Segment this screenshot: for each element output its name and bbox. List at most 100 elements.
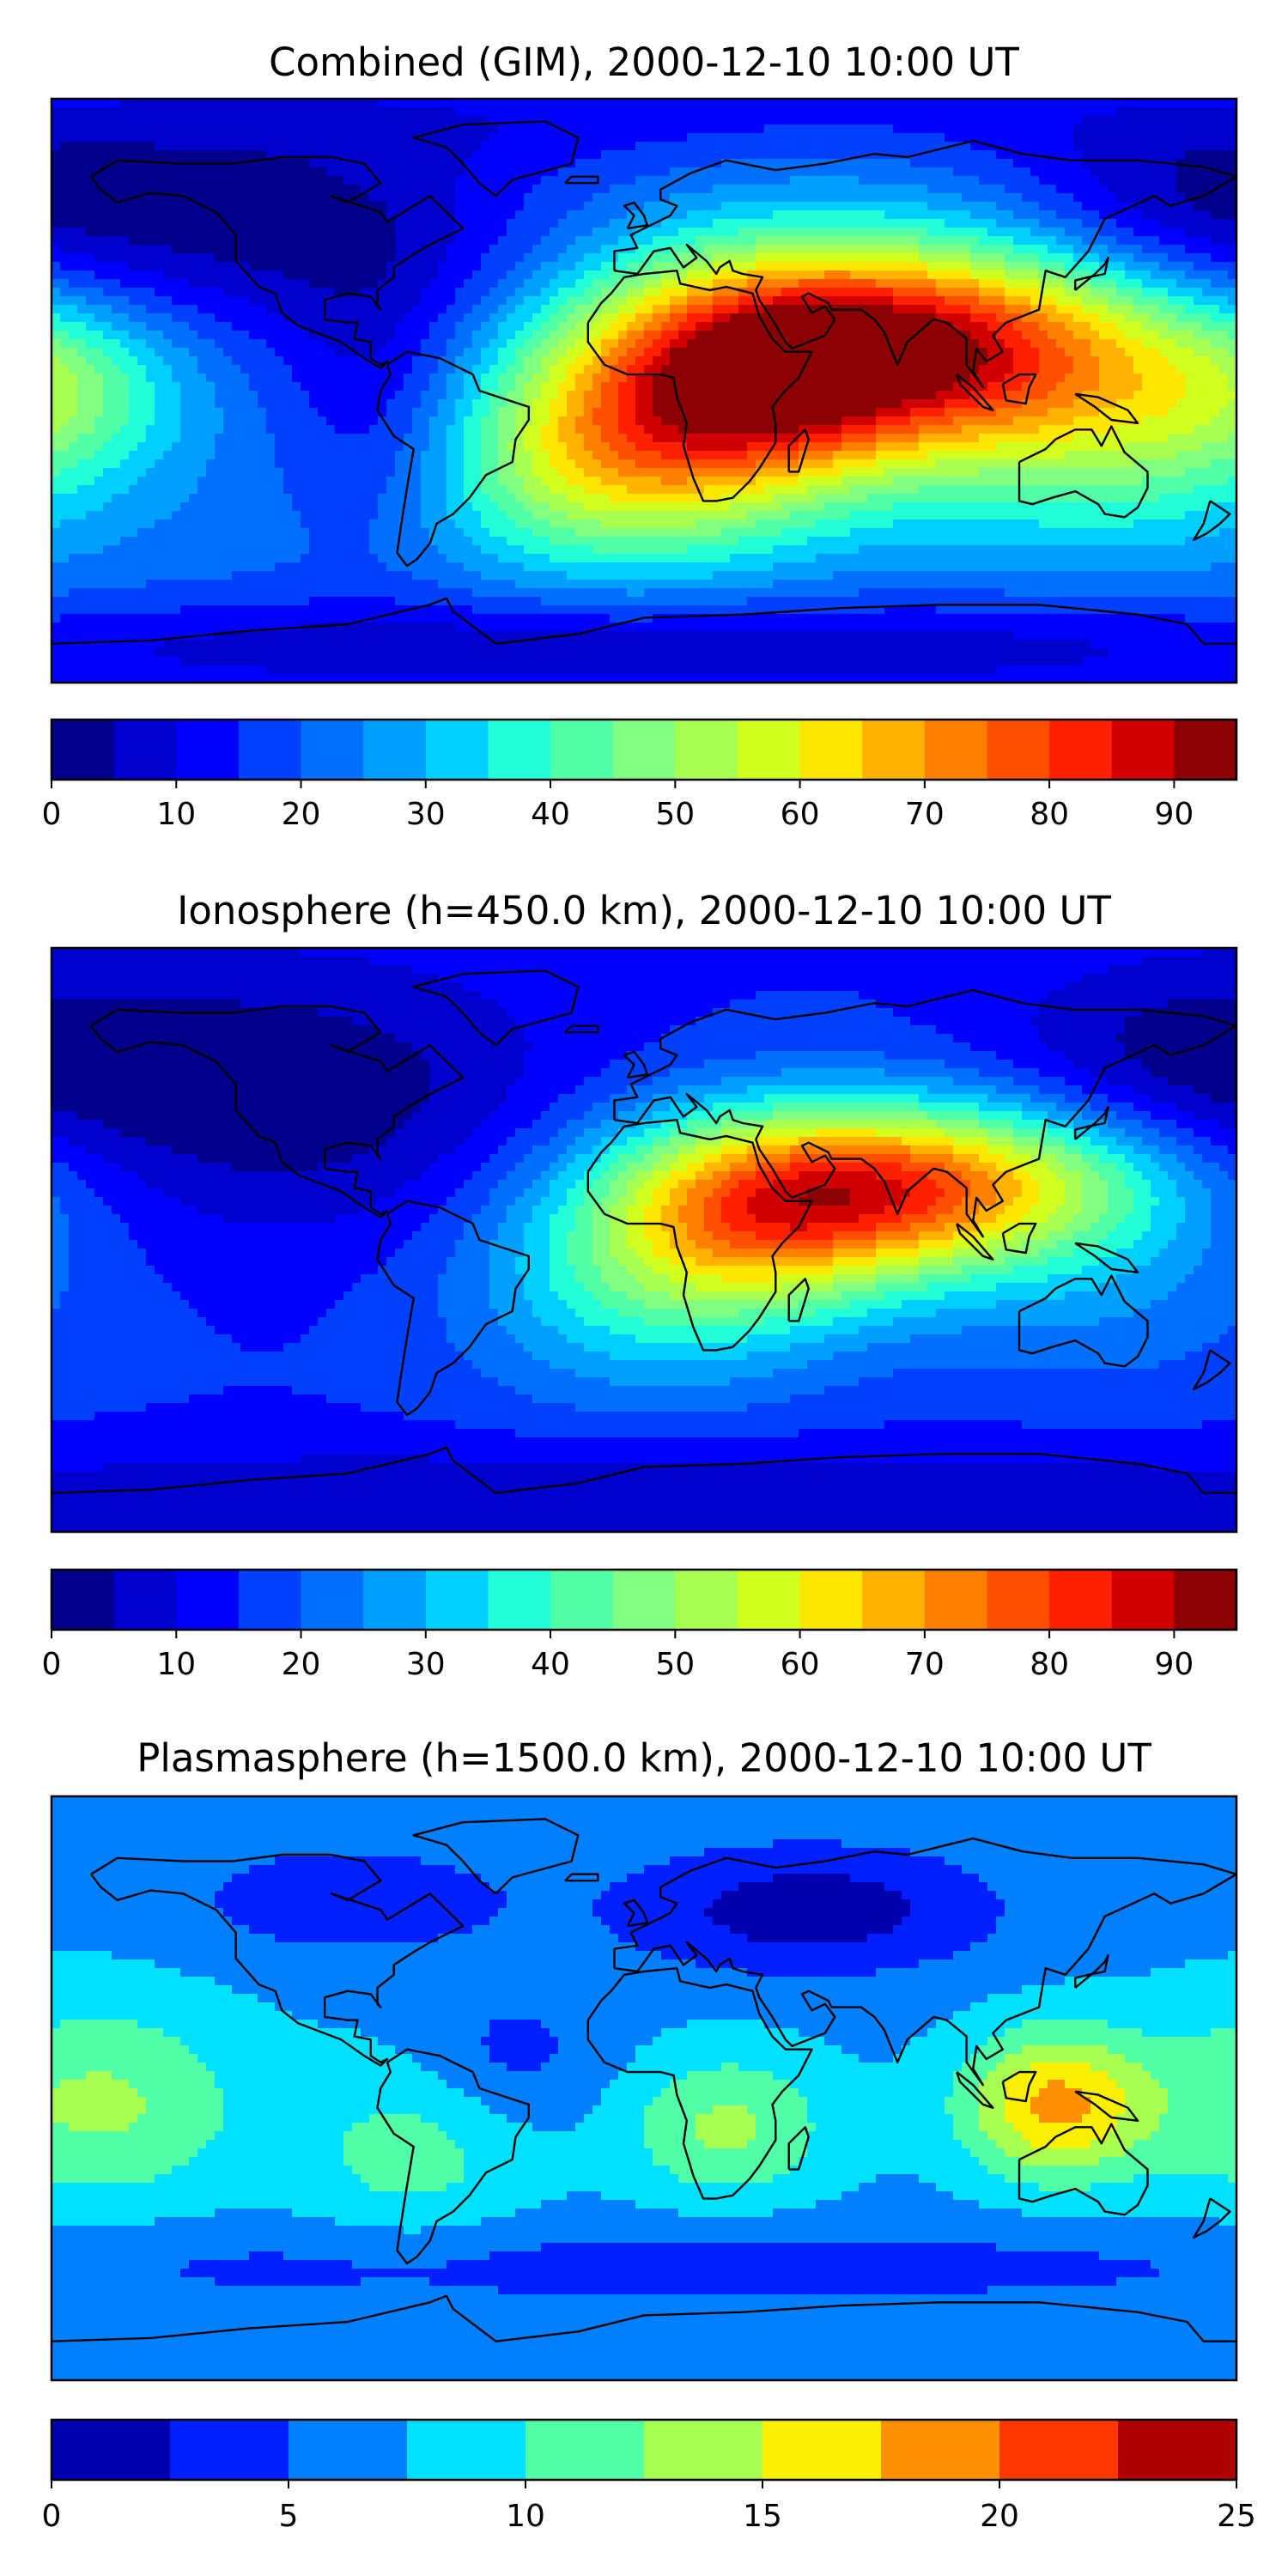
contour-cell [644, 2123, 696, 2132]
contour-cell [850, 1197, 902, 1206]
contour-cell [893, 1317, 1100, 1327]
contour-cell [52, 1472, 1237, 1481]
contour-cell [52, 1317, 207, 1327]
contour-cell [721, 1180, 739, 1189]
contour-cell [515, 2208, 679, 2218]
contour-cell [550, 1223, 576, 1232]
contour-cell [1048, 1163, 1066, 1172]
contour-cell [704, 1848, 911, 1857]
contour-cell [747, 2105, 808, 2115]
contour-cell [60, 288, 104, 297]
contour-cell [670, 305, 688, 314]
contour-cell [1039, 1137, 1066, 1146]
contour-cell [635, 374, 653, 383]
contour-cell [438, 545, 482, 555]
contour-cell [721, 1120, 765, 1129]
contour-cell [60, 1300, 190, 1309]
contour-cell [979, 434, 1074, 443]
contour-cell [584, 1317, 645, 1327]
contour-cell [953, 2080, 980, 2089]
contour-cell [721, 2063, 739, 2072]
contour-cell [464, 494, 490, 503]
contour-cell [661, 1951, 954, 1960]
contour-cell [1211, 1197, 1237, 1206]
coastline [956, 1223, 994, 1261]
contour-cell [69, 588, 473, 598]
contour-cell [275, 434, 404, 443]
contour-cell [52, 331, 70, 340]
contour-cell [1030, 1017, 1126, 1026]
contour-cell [1116, 279, 1143, 289]
contour-cell [807, 1360, 1160, 1370]
contour-cell [644, 1257, 671, 1267]
contour-cell [60, 1197, 104, 1206]
contour-cell [953, 2123, 980, 2132]
contour-cell [1142, 382, 1186, 392]
contour-cell [807, 2114, 954, 2123]
contour-cell [69, 365, 95, 374]
contour-cell [464, 348, 482, 357]
contour-cell [1211, 1188, 1237, 1198]
contour-cell [1091, 348, 1126, 357]
contour-cell [773, 2071, 954, 2081]
contour-cell [180, 1968, 748, 1978]
contour-cell [301, 1334, 447, 1344]
contour-cell [524, 253, 559, 263]
contour-cell [258, 391, 310, 400]
contour-cell [386, 1137, 465, 1146]
contour-cell [841, 1291, 885, 1301]
contour-cell [395, 2045, 490, 2055]
contour-cell [884, 1051, 997, 1060]
contour-cell [481, 253, 525, 263]
contour-cell [592, 416, 619, 426]
contour-cell [859, 2183, 937, 2192]
contour-cell [644, 365, 662, 374]
contour-cell [618, 391, 636, 400]
contour-cell [507, 339, 525, 349]
contour-cell [438, 1300, 490, 1309]
contour-cell [558, 2045, 636, 2055]
contour-cell [180, 605, 473, 615]
contour-cell [52, 631, 216, 641]
contour-cell [498, 425, 516, 434]
contour-cell [653, 382, 954, 392]
contour-cell [1056, 1154, 1083, 1163]
contour-cell [1013, 245, 1048, 254]
contour-cell [412, 425, 430, 434]
contour-cell [567, 511, 748, 520]
contour-cell [1185, 245, 1237, 254]
contour-cell [52, 623, 301, 632]
contour-cell [1159, 1249, 1203, 1258]
contour-cell [567, 451, 593, 460]
contour-cell [481, 2217, 1220, 2227]
contour-cell [52, 1814, 1237, 1823]
contour-cell [69, 279, 121, 289]
colorbar-swatch [425, 720, 489, 780]
contour-cell [532, 2123, 576, 2132]
contour-cell [1030, 167, 1091, 177]
contour-cell [953, 1077, 1014, 1086]
contour-cell [919, 425, 963, 434]
contour-cell [644, 2105, 714, 2115]
contour-cell [567, 1197, 585, 1206]
contour-cell [1099, 1154, 1126, 1163]
contour-cell [919, 434, 980, 443]
contour-cell [77, 391, 104, 400]
colorbar-tick-label: 60 [781, 797, 820, 832]
contour-cell [52, 1257, 70, 1267]
contour-cell [1005, 2105, 1031, 2115]
contour-cell [1133, 1163, 1160, 1172]
contour-cell [678, 322, 696, 331]
contour-cell [627, 1240, 653, 1249]
colorbar-swatch [799, 1570, 863, 1630]
contour-cell [129, 348, 155, 357]
contour-cell [1005, 2097, 1031, 2106]
contour-cell [841, 1839, 1237, 1849]
contour-cell [575, 1085, 628, 1095]
contour-cell [515, 519, 550, 529]
contour-cell [1202, 442, 1237, 452]
contour-cell [558, 382, 576, 392]
contour-cell [790, 1343, 868, 1352]
contour-cell [52, 554, 70, 563]
colorbar-swatch [762, 2420, 882, 2480]
